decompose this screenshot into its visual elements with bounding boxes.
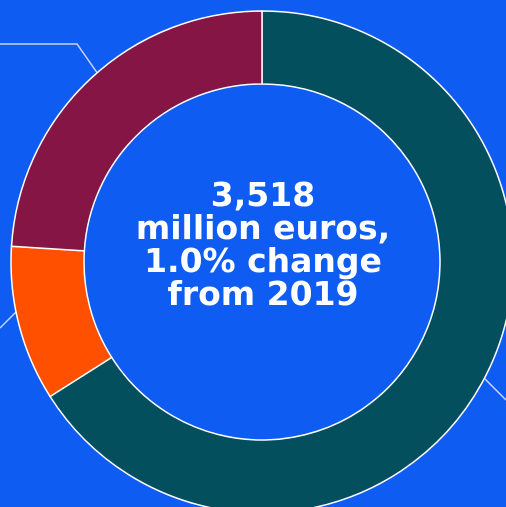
center-change-text: 1.0% change [144,241,382,280]
leader-line-3 [483,377,506,401]
leader-line-1 [0,43,99,75]
donut-slices [10,10,506,507]
donut-slice-1 [49,10,506,507]
center-total-value: 3,518 [210,175,316,214]
donut-slice-3 [10,10,263,252]
leader-lines [0,43,506,401]
center-unit-text: million euros, [135,208,391,247]
center-year-text: from 2019 [167,274,359,313]
center-total-label: 3,518 million euros, 1.0% change from 20… [113,178,413,310]
leader-line-2 [0,311,17,329]
